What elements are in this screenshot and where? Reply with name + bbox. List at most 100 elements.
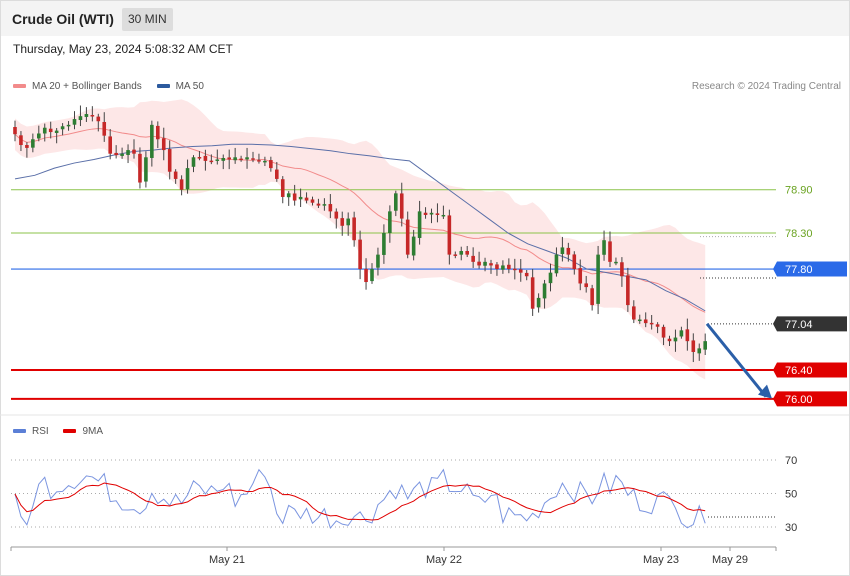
candle-down <box>513 268 517 271</box>
resistance-label: 78.90 <box>785 185 813 197</box>
candle-up <box>483 261 487 266</box>
candle-up <box>429 212 434 215</box>
candle-up <box>602 240 606 255</box>
rsi-swatch <box>13 429 26 434</box>
candle-down <box>102 121 107 136</box>
candle-down <box>257 160 261 162</box>
candle-up <box>697 348 702 354</box>
legend-item-9ma: 9MA <box>63 426 103 437</box>
ma20-line <box>14 128 706 313</box>
pivot-label: 77.80 <box>785 264 813 276</box>
candle-up <box>120 153 124 156</box>
chart-header: Crude Oil (WTI) 30 MIN <box>1 1 849 36</box>
level-labels: 78.90 78.30 77.80 77.04 76.40 76.00 <box>773 185 847 407</box>
forecast-arrow-shaft <box>705 322 768 398</box>
candle-up <box>679 330 684 337</box>
level-lines <box>11 189 776 400</box>
candle-down <box>632 306 636 320</box>
candle-up <box>72 119 77 125</box>
candle-down <box>114 152 118 156</box>
candle-up <box>215 159 220 161</box>
candle-down <box>489 263 493 266</box>
candle-down <box>209 160 214 163</box>
x-tick-label: May 22 <box>426 554 462 566</box>
main-legend: MA 20 + Bollinger Bands MA 50 <box>13 81 216 92</box>
candle-up <box>346 218 350 226</box>
candle-up <box>536 297 541 308</box>
candle-down <box>173 171 178 179</box>
candle-down <box>167 149 172 172</box>
candle-down <box>364 268 368 283</box>
ma20-swatch <box>13 84 26 89</box>
candle-down <box>90 115 95 117</box>
candle-down <box>405 219 410 255</box>
candle-up <box>298 196 303 200</box>
candle-down <box>227 157 231 160</box>
x-tick-label: May 29 <box>712 554 748 566</box>
candle-up <box>382 233 386 255</box>
legend-label-rsi: RSI <box>32 426 49 437</box>
moving-averages <box>14 128 706 313</box>
candle-up <box>560 247 565 255</box>
candle-up <box>42 127 47 134</box>
candle-up <box>31 139 35 148</box>
current-label: 77.04 <box>785 319 813 331</box>
candle-up <box>673 337 678 342</box>
candle-down <box>358 239 362 270</box>
candle-down <box>197 157 202 159</box>
candle-down <box>340 218 345 226</box>
rsi-tick-label: 30 <box>785 522 797 534</box>
current-label-box <box>773 316 847 332</box>
candle-down <box>590 288 594 306</box>
candle-down <box>685 329 690 342</box>
candle-up <box>286 193 291 198</box>
candle-up <box>245 157 249 160</box>
candle-down <box>447 215 452 255</box>
ma50-line <box>14 143 706 312</box>
candle-down <box>269 160 273 169</box>
rsi-tick-label: 50 <box>785 489 797 501</box>
candle-up <box>185 168 190 190</box>
candle-down <box>292 193 297 201</box>
rsi-tick-label: 70 <box>785 455 797 467</box>
candle-up <box>394 193 398 211</box>
candle-down <box>566 247 571 255</box>
candle-up <box>441 214 446 217</box>
candle-up <box>703 341 707 350</box>
candle-down <box>138 153 142 183</box>
candle-up <box>370 269 374 282</box>
candle-down <box>578 268 583 284</box>
candle-up <box>411 236 416 256</box>
candle-down <box>423 212 428 215</box>
candle-up <box>459 251 464 255</box>
9ma-swatch <box>63 429 77 434</box>
candle-up <box>144 157 148 182</box>
candle-down <box>507 264 511 270</box>
forecast-arrow-head <box>758 384 772 399</box>
candle-up <box>126 150 130 155</box>
candle-up <box>150 124 154 158</box>
timeframe-badge[interactable]: 30 MIN <box>122 8 173 31</box>
rsi-panel: 70 50 30 <box>11 455 797 534</box>
candle-down <box>524 272 529 277</box>
candle-down <box>156 125 160 140</box>
candle-up <box>388 211 392 233</box>
candle-up <box>37 133 41 139</box>
candle-down <box>626 275 630 306</box>
candle-down <box>661 326 666 338</box>
candle-down <box>96 116 101 122</box>
legend-label-9ma: 9MA <box>82 426 104 437</box>
credit-text: Research © 2024 Trading Central <box>691 81 841 92</box>
candle-down <box>280 179 285 197</box>
candle-up <box>233 157 237 161</box>
ma50-swatch <box>156 84 170 89</box>
candle-up <box>54 130 59 133</box>
candle-up <box>191 157 196 167</box>
candle-down <box>132 149 136 154</box>
candle-down <box>275 169 279 179</box>
x-tick-label: May 21 <box>209 554 245 566</box>
candle-up <box>84 114 89 117</box>
candle-down <box>655 324 660 327</box>
candle-down <box>25 145 29 148</box>
